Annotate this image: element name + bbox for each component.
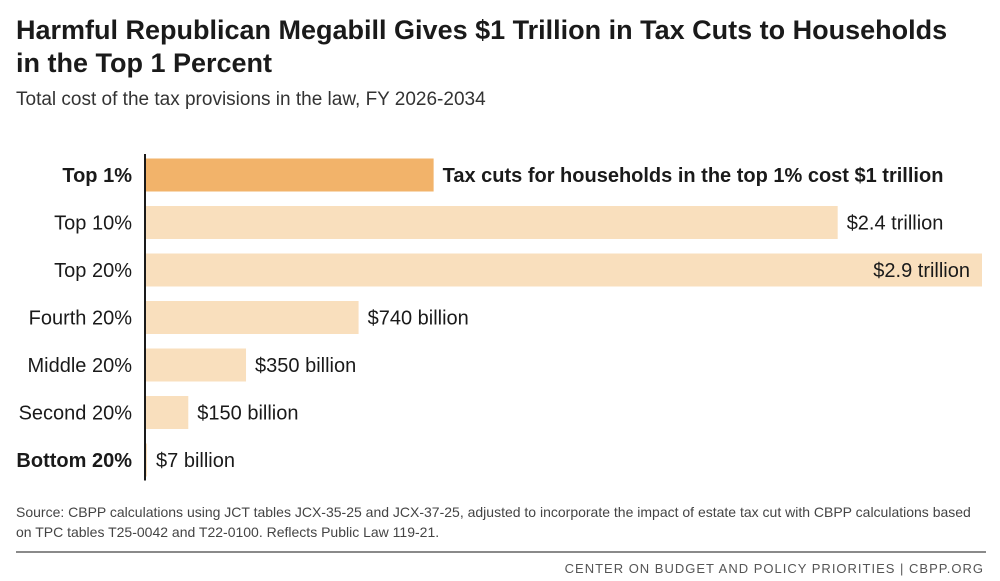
value-label: $150 billion [197, 403, 298, 425]
bar-top-20 [145, 253, 982, 287]
value-label: $2.4 trillion [847, 213, 944, 235]
bar-second-20 [145, 396, 189, 429]
bar-fourth-20 [145, 301, 359, 334]
bar-bottom-20 [145, 443, 148, 477]
value-label: $7 billion [156, 450, 235, 472]
category-label: Bottom 20% [16, 450, 132, 472]
bar-top-10 [145, 206, 838, 239]
bar-chart: Top 1% Tax cuts for households in the top… [16, 154, 982, 481]
category-label: Second 20% [19, 403, 133, 425]
category-label: Middle 20% [27, 355, 132, 377]
category-label: Top 10% [54, 213, 132, 235]
footer-credit: CENTER ON BUDGET AND POLICY PRIORITIES |… [564, 561, 984, 576]
bar-top-1 [145, 158, 434, 192]
chart-subtitle: Total cost of the tax provisions in the … [16, 89, 486, 110]
bar-middle-20 [145, 348, 247, 382]
value-label: Tax cuts for households in the top 1% co… [443, 165, 944, 187]
chart-title: Harmful Republican Megabill Gives $1 Tri… [16, 15, 948, 78]
value-label: $740 billion [368, 308, 469, 330]
source-note: Source: CBPP calculations using JCT tabl… [16, 504, 971, 540]
category-label: Top 1% [62, 165, 132, 187]
value-label: $350 billion [255, 355, 356, 377]
category-label: Top 20% [54, 260, 132, 282]
category-label: Fourth 20% [29, 308, 133, 330]
value-label: $2.9 trillion [873, 260, 970, 282]
footer-divider [16, 551, 986, 553]
